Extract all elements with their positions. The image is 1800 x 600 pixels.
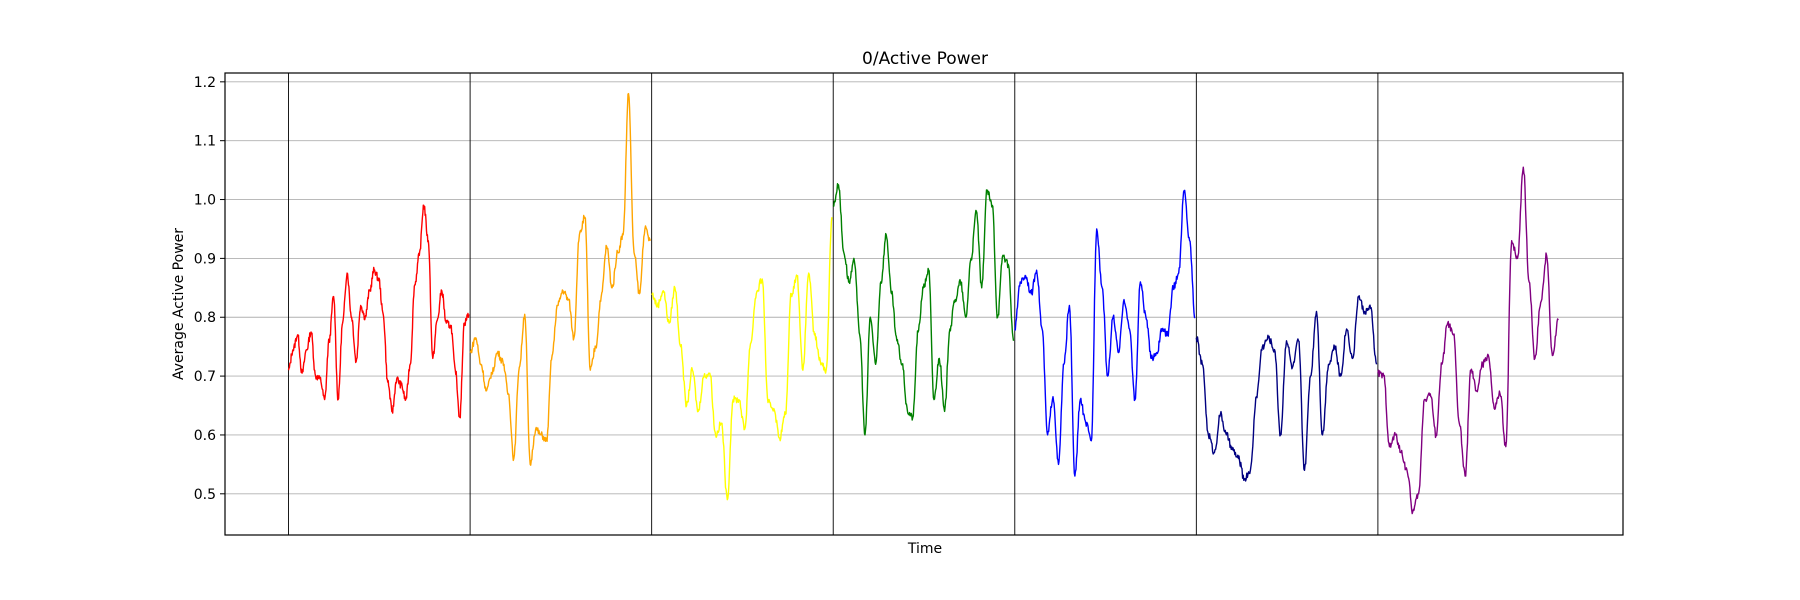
y-axis-ticks: 0.5 0.6 0.7 0.8 0.9 1.0 1.1 1.2	[194, 75, 225, 503]
x-axis-label: Time	[907, 541, 942, 557]
plot-frame	[224, 72, 1624, 536]
y-tick-label: 1.1	[194, 134, 216, 150]
y-tick-label: 0.8	[194, 310, 216, 326]
y-tick-label: 1.0	[194, 193, 216, 209]
segment-dividers	[288, 73, 1379, 535]
series-line	[1195, 295, 1378, 482]
series-line	[1014, 189, 1196, 477]
y-gridlines	[225, 81, 1623, 495]
y-tick-label: 0.5	[194, 487, 216, 503]
series-line	[287, 204, 470, 419]
chart-title: 0/Active Power	[862, 49, 988, 69]
y-tick-label: 0.6	[194, 428, 216, 444]
series-group	[287, 92, 1559, 515]
series-line	[651, 217, 833, 501]
series-line	[1377, 166, 1559, 515]
series-line	[832, 182, 1015, 436]
y-axis-label: Average Active Power	[171, 228, 187, 380]
series-line	[469, 92, 652, 466]
y-tick-label: 0.7	[194, 369, 216, 385]
y-tick-label: 0.9	[194, 251, 216, 267]
y-tick-label: 1.2	[194, 75, 216, 91]
